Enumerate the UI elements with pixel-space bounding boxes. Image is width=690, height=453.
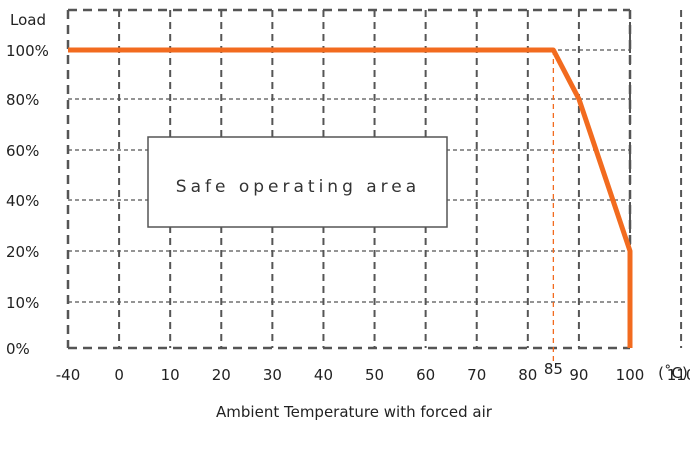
- safe-area-box: [147, 136, 448, 228]
- y-tick-label: 100%: [6, 42, 49, 60]
- x-tick-label: 10: [161, 366, 180, 384]
- x-axis-label: Ambient Temperature with forced air: [216, 403, 493, 421]
- safe-area-label: Safe operating area: [176, 177, 420, 197]
- x-tick-label: 110: [667, 366, 690, 384]
- x-tick-label: 70: [467, 366, 486, 384]
- y-tick-label: 80%: [6, 91, 39, 109]
- marker-85: 85: [544, 50, 563, 378]
- y-tick-label: 10%: [6, 294, 39, 312]
- x-tick-label: 30: [263, 366, 282, 384]
- plot-frame: [66, 8, 632, 350]
- x-tick-label: 90: [569, 366, 588, 384]
- marker-label: 85: [544, 360, 563, 378]
- x-tick-labels: -40 0 10 20 30 40 50 60 70 80 90 100 110: [56, 366, 690, 384]
- x-axis-unit: (˚C): [658, 364, 688, 382]
- y-axis-label: Load: [10, 11, 46, 29]
- x-tick-label: 20: [212, 366, 231, 384]
- x-tick-label: -40: [56, 366, 81, 384]
- x-tick-label: 50: [365, 366, 384, 384]
- y-tick-label: 20%: [6, 243, 39, 261]
- x-tick-label: 0: [114, 366, 124, 384]
- y-tick-label: 60%: [6, 142, 39, 160]
- y-tick-labels: 0% 10% 20% 40% 60% 80% 100%: [6, 42, 49, 358]
- x-tick-label: 80: [518, 366, 537, 384]
- series-group: [68, 47, 633, 348]
- x-tick-label: 60: [416, 366, 435, 384]
- series-line: [68, 47, 633, 348]
- x-tick-label: 100: [616, 366, 645, 384]
- y-tick-label: 0%: [6, 340, 30, 358]
- x-tick-label: 40: [314, 366, 333, 384]
- y-tick-label: 40%: [6, 192, 39, 210]
